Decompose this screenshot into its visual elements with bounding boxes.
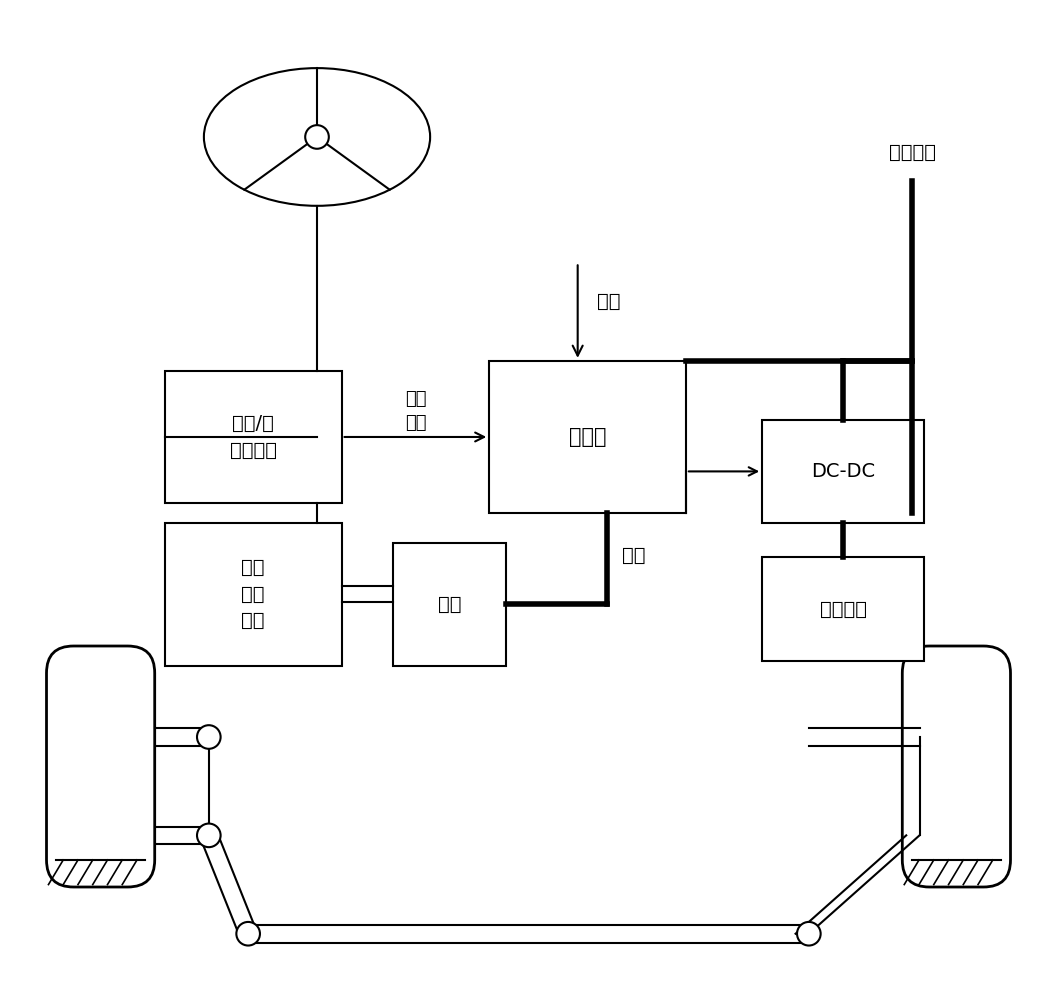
Bar xyxy=(393,543,506,666)
Bar xyxy=(165,371,341,503)
Text: 车速: 车速 xyxy=(597,293,620,311)
Circle shape xyxy=(197,823,221,847)
Bar xyxy=(165,523,341,666)
Circle shape xyxy=(305,125,329,149)
Text: 循环
球转
向器: 循环 球转 向器 xyxy=(241,558,265,630)
Text: 电机: 电机 xyxy=(438,594,462,614)
Text: 超级电容: 超级电容 xyxy=(820,599,867,619)
FancyBboxPatch shape xyxy=(903,646,1010,887)
Text: 电流: 电流 xyxy=(622,546,646,564)
Circle shape xyxy=(797,922,820,945)
Text: 整车电源: 整车电源 xyxy=(889,143,935,162)
FancyBboxPatch shape xyxy=(47,646,154,887)
Circle shape xyxy=(237,922,260,945)
Text: 转矩/转
角传感器: 转矩/转 角传感器 xyxy=(229,415,277,459)
Bar xyxy=(762,558,925,661)
Bar xyxy=(762,420,925,523)
Bar xyxy=(489,361,686,513)
Text: 控制器: 控制器 xyxy=(569,427,607,447)
Text: DC-DC: DC-DC xyxy=(811,462,875,481)
Text: 转矩
转角: 转矩 转角 xyxy=(405,391,426,433)
Circle shape xyxy=(197,725,221,749)
Ellipse shape xyxy=(204,68,430,205)
